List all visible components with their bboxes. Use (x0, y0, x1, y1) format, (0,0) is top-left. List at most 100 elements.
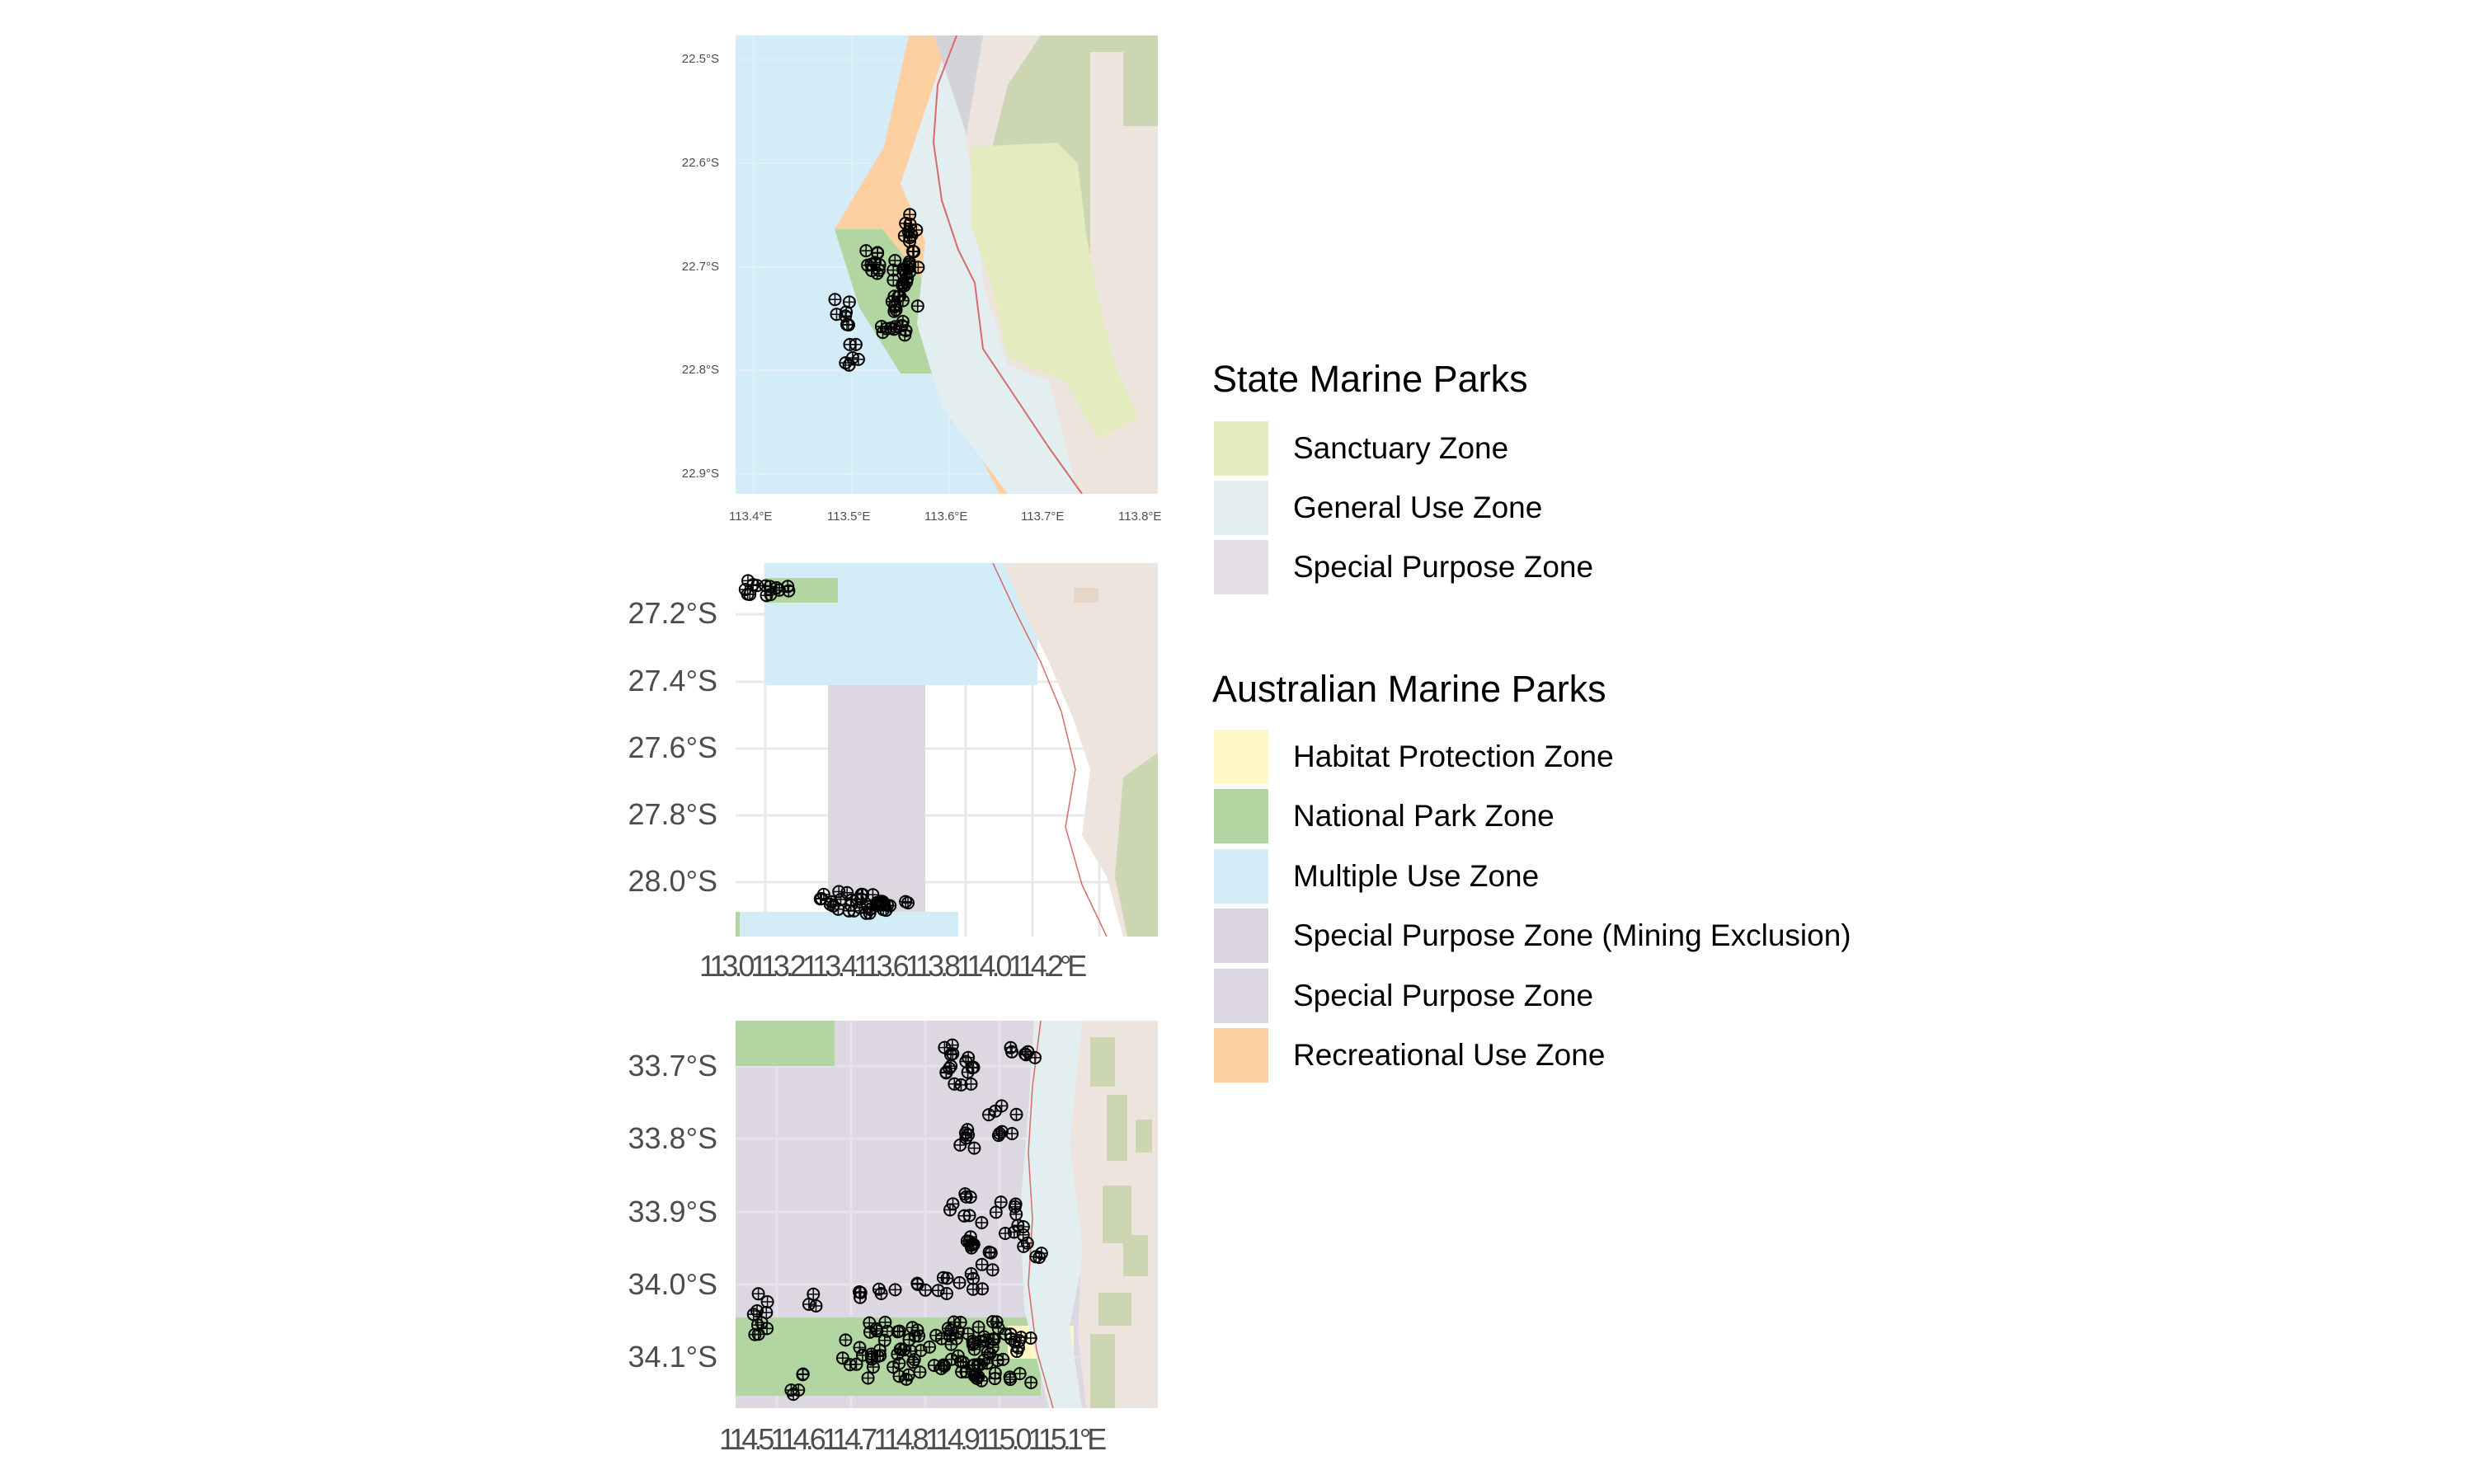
sample-point-cross (935, 1332, 948, 1345)
sample-point-cross (954, 1139, 967, 1151)
sample-point-cross (911, 1277, 924, 1289)
sample-points-map-2 (738, 574, 915, 920)
legend-key (1214, 540, 1268, 594)
sample-point-cross (874, 899, 887, 911)
map-3-ytick-4: 34.0°S (628, 1267, 717, 1301)
sample-point-cross (953, 1276, 966, 1289)
sample-point-cross (1011, 1345, 1023, 1358)
legend-label: Special Purpose Zone (1293, 550, 1594, 584)
sample-point-cross (947, 1048, 959, 1060)
legend-label: Recreational Use Zone (1293, 1038, 1606, 1072)
legend-item-multiple-use-zone: Multiple Use Zone (1214, 848, 1539, 905)
sample-point-cross (1019, 1048, 1032, 1060)
sample-point-cross (995, 1196, 1007, 1209)
reserve-land-area (1115, 753, 1158, 937)
sample-point-cross (983, 1246, 995, 1258)
sample-point-cross (984, 1348, 996, 1360)
sample-point-cross (880, 322, 892, 335)
sample-point-cross (744, 589, 756, 600)
map-1-xtick-1: 113.4°E (729, 510, 773, 524)
sample-point-cross (945, 1324, 957, 1336)
sample-point-cross (989, 1373, 1001, 1385)
sample-point-cross (914, 1366, 926, 1378)
sample-point-cross (862, 1372, 874, 1384)
legend-item-habitat-protection-zone: Habitat Protection Zone (1214, 728, 1614, 786)
map-panel-2 (736, 563, 1158, 937)
sample-point-cross (1010, 1208, 1023, 1220)
sample-point-cross (990, 1206, 1002, 1219)
sample-point-cross (976, 1374, 988, 1387)
sample-point-cross (968, 1142, 981, 1154)
legend-key (1214, 421, 1268, 476)
special-purpose-zone-area (934, 35, 983, 134)
sample-point-cross (986, 1341, 999, 1354)
sample-point-cross (972, 1321, 985, 1333)
legend-label: Habitat Protection Zone (1293, 740, 1614, 773)
sample-point-cross (829, 294, 841, 306)
sample-point-cross (761, 1296, 774, 1308)
legend-key (1214, 1028, 1268, 1082)
sample-point-cross (872, 247, 884, 260)
legend-key (1214, 849, 1268, 904)
sample-point-cross (920, 1284, 932, 1296)
sample-point-cross (810, 1300, 822, 1312)
legend-key (1214, 730, 1268, 784)
map-1-xtick-4: 113.7°E (1021, 510, 1065, 524)
sample-point-cross (1022, 1045, 1034, 1058)
sample-point-cross (948, 1078, 961, 1090)
map-1-xtick-5: 113.8°E (1118, 510, 1162, 524)
map-3-canvas (736, 1021, 1158, 1408)
legend-title-australian: Australian Marine Parks (1212, 668, 1606, 710)
sample-point-cross (964, 1191, 976, 1203)
sample-point-cross (941, 1288, 952, 1299)
sample-point-cross (992, 1129, 1004, 1142)
sample-point-cross (902, 1369, 915, 1381)
sample-point-cross (937, 1271, 949, 1284)
sample-point-cross (854, 1291, 866, 1303)
legend-label: Sanctuary Zone (1293, 431, 1509, 465)
map-panel-3 (736, 1021, 1158, 1408)
sample-point-cross (887, 1361, 900, 1374)
map-3-ytick-3: 33.9°S (628, 1195, 717, 1228)
sample-point-cross (782, 580, 794, 593)
sample-point-cross (986, 1264, 999, 1276)
map-1-xtick-3: 113.6°E (924, 510, 968, 524)
sample-point-cross (840, 1334, 852, 1346)
sample-point-cross (875, 1288, 887, 1299)
sample-point-cross (1014, 1368, 1026, 1380)
sample-point-cross (915, 1345, 927, 1357)
legend-item-special-purpose-zone-state: Special Purpose Zone (1214, 538, 1593, 596)
map-2-ytick-1: 27.2°S (628, 596, 717, 630)
sample-point-cross (966, 1242, 978, 1254)
sample-point-cross (904, 209, 916, 221)
sample-points-map-3 (746, 1038, 1048, 1402)
sample-point-cross (906, 1322, 919, 1334)
sample-point-cross (844, 1359, 856, 1371)
sample-point-cross (1033, 1252, 1046, 1264)
sample-point-cross (1018, 1240, 1030, 1252)
legend-key (1214, 909, 1268, 963)
legend-item-national-park-zone: National Park Zone (1214, 787, 1554, 845)
map-2-ytick-2: 27.4°S (628, 664, 717, 697)
sample-point-cross (841, 318, 853, 331)
sample-point-cross (900, 895, 912, 908)
sample-point-cross (938, 1041, 951, 1054)
sample-point-cross (952, 1326, 964, 1338)
sample-point-cross (955, 1078, 967, 1091)
sample-point-cross (945, 1353, 957, 1365)
legend-label: Special Purpose Zone (Mining Exclusion) (1293, 918, 1851, 952)
sample-point-cross (958, 1209, 971, 1222)
map-1-canvas (736, 35, 1158, 494)
sample-point-cross (894, 290, 906, 303)
legend-item-recreational-use-zone: Recreational Use Zone (1214, 1026, 1605, 1084)
reserve-land-patches (1090, 1037, 1152, 1408)
legend-key (1214, 969, 1268, 1023)
map-3-ytick-5: 34.1°S (628, 1340, 717, 1374)
sample-point-cross (962, 1129, 975, 1141)
sample-point-cross (893, 1325, 905, 1337)
sample-point-cross (983, 1109, 995, 1121)
sample-point-cross (797, 1368, 809, 1380)
legend-label: Multiple Use Zone (1293, 859, 1540, 893)
map-2-ytick-4: 27.8°S (628, 797, 717, 831)
sample-point-cross (960, 1132, 972, 1144)
